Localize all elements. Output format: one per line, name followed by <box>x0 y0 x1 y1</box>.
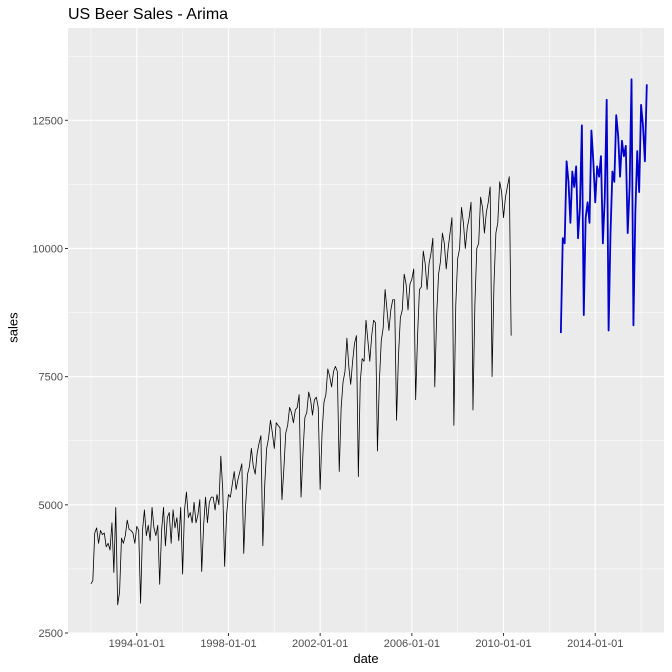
y-axis: 2500 5000 7500 10000 12500 <box>32 115 68 640</box>
grid-minor <box>68 28 664 633</box>
y-tick-label: 7500 <box>39 372 63 384</box>
y-axis-label: sales <box>5 312 21 343</box>
x-tick-label: 2010-01-01 <box>475 638 531 650</box>
series-layer <box>90 78 648 606</box>
chart-title: US Beer Sales - Arima <box>68 6 229 23</box>
x-axis-label: date <box>353 651 379 666</box>
y-tick-label: 2500 <box>39 628 63 640</box>
x-tick-label: 1998-01-01 <box>200 638 256 650</box>
x-axis: 1994-01-01 1998-01-01 2002-01-01 2006-01-01… <box>109 633 623 650</box>
y-tick-label: 12500 <box>32 115 63 127</box>
forecast-series-line <box>559 78 648 334</box>
x-tick-label: 1994-01-01 <box>109 638 165 650</box>
grid-major <box>68 28 664 634</box>
history-series-line <box>90 176 512 606</box>
y-tick-label: 10000 <box>32 243 63 255</box>
x-tick-label: 2014-01-01 <box>567 638 623 650</box>
y-tick-label: 5000 <box>39 500 63 512</box>
x-tick-label: 2002-01-01 <box>292 638 348 650</box>
x-tick-label: 2006-01-01 <box>384 638 440 650</box>
